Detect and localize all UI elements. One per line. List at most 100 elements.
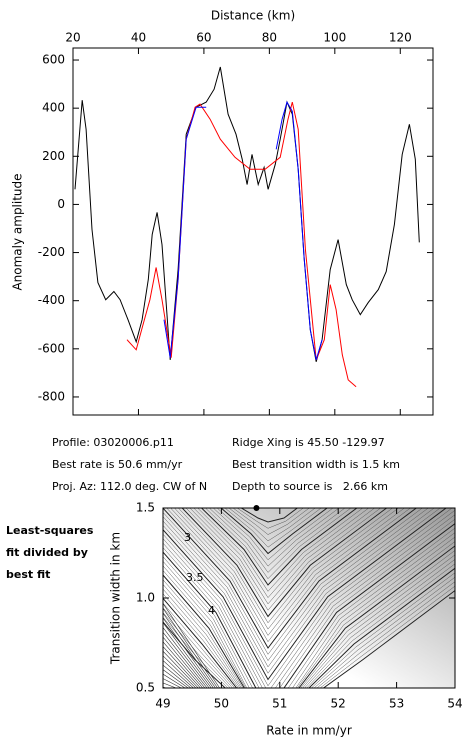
contour-line — [163, 550, 455, 688]
contour-line — [163, 673, 186, 688]
contour-line — [163, 508, 441, 674]
contour-line — [174, 508, 399, 630]
y-tick-label: 1.0 — [136, 591, 155, 605]
contour-line — [212, 508, 340, 567]
y-axis-label: Transition width in km — [109, 532, 123, 665]
contour-line — [181, 508, 388, 618]
y-axis-label: Anomaly amplitude — [11, 173, 25, 290]
y-tick-label: 200 — [42, 149, 65, 163]
contour-line — [163, 617, 214, 688]
contour-label: 4 — [208, 604, 215, 617]
y-tick-label: -600 — [38, 341, 65, 355]
contour-line — [163, 572, 455, 688]
contour-line — [163, 541, 455, 688]
y-tick-label: -200 — [38, 245, 65, 259]
contour-line — [224, 508, 322, 548]
info-text: Ridge Xing is 45.50 -129.97 — [232, 436, 385, 449]
x-tick-label: 50 — [214, 697, 229, 711]
x-tick-label: 52 — [331, 697, 346, 711]
y-tick-label: -800 — [38, 389, 65, 403]
contour-label: 3 — [184, 531, 191, 544]
contour-line — [197, 508, 364, 592]
contour-line — [193, 508, 370, 599]
y-tick-label: -400 — [38, 293, 65, 307]
best-fit-point — [253, 505, 260, 511]
x-tick-label: 100 — [323, 31, 346, 45]
contour-line — [163, 646, 201, 688]
data-line — [126, 101, 357, 388]
x-tick-label: 49 — [155, 697, 170, 711]
contour-line — [163, 576, 455, 688]
plot-frame — [72, 47, 434, 416]
contour-line — [163, 636, 206, 688]
x-tick-label: 20 — [65, 31, 80, 45]
contour-line — [163, 508, 453, 687]
y-tick-label: 0 — [57, 197, 65, 211]
contour-line — [220, 508, 328, 555]
contour-line — [236, 508, 304, 529]
info-text: Proj. Az: 112.0 deg. CW of N — [52, 480, 207, 493]
x-tick-label: 120 — [389, 31, 412, 45]
contour-line — [216, 508, 334, 561]
top-title: Distance (km) — [211, 9, 295, 23]
contour-line — [189, 508, 376, 605]
contour-line — [163, 631, 208, 688]
contour-line — [163, 641, 204, 688]
contour-line — [163, 660, 194, 688]
contour-line — [166, 508, 411, 643]
contour-line — [163, 627, 210, 688]
contour-line — [205, 508, 352, 580]
contour-line — [163, 563, 455, 688]
contour-line — [232, 508, 310, 535]
x-tick-label: 40 — [131, 31, 146, 45]
contour-line — [240, 508, 299, 523]
contour-line — [208, 508, 346, 573]
contour-line — [163, 650, 199, 688]
contour-line — [163, 509, 455, 688]
contour-line — [170, 508, 405, 636]
contour-line — [163, 602, 221, 688]
contour-line — [163, 523, 455, 688]
contour-line — [163, 612, 216, 688]
side-note: best fit — [6, 568, 50, 581]
x-tick-label: 53 — [389, 697, 404, 711]
contour-line — [163, 527, 455, 688]
contour-line — [163, 508, 423, 655]
y-tick-label: 1.5 — [136, 501, 155, 515]
contour-line — [163, 536, 455, 688]
contour-line — [163, 508, 435, 668]
contour-line — [163, 508, 418, 649]
contour-line — [163, 567, 455, 688]
contour-line — [163, 508, 447, 681]
info-text: Profile: 03020006.p11 — [52, 436, 174, 449]
contour-line — [163, 545, 455, 688]
contour-line — [163, 655, 197, 688]
side-note: Least-squares — [6, 524, 94, 537]
x-tick-label: 80 — [262, 31, 277, 45]
x-tick-label: 51 — [272, 697, 287, 711]
y-tick-label: 600 — [42, 53, 65, 67]
side-note: fit divided by — [6, 546, 88, 559]
x-tick-label: 54 — [447, 697, 462, 711]
y-tick-label: 400 — [42, 101, 65, 115]
contour-line — [163, 532, 455, 688]
contour-line — [163, 518, 455, 688]
contour-line — [163, 589, 455, 688]
contour-line — [163, 585, 455, 688]
contour-line — [163, 581, 455, 688]
contour-line — [185, 508, 382, 611]
contour-line — [200, 508, 358, 586]
contour-field — [163, 508, 455, 688]
x-axis-label: Rate in mm/yr — [266, 724, 352, 738]
contour-line — [163, 559, 455, 688]
info-text: Depth to source is 2.66 km — [232, 480, 388, 493]
info-text: Best transition width is 1.5 km — [232, 458, 400, 471]
contour-line — [177, 508, 393, 624]
contour-label: 3.5 — [186, 571, 204, 584]
x-tick-label: 60 — [196, 31, 211, 45]
contour-line — [228, 508, 316, 542]
series-group — [74, 66, 420, 388]
contour-line — [163, 514, 455, 688]
y-tick-label: 0.5 — [136, 681, 155, 695]
